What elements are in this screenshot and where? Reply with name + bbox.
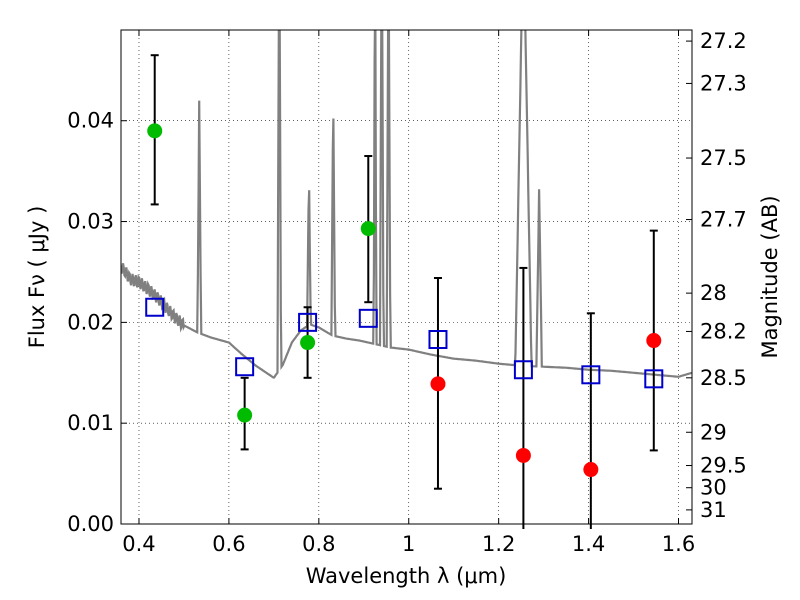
right-tick-label: 28.5 bbox=[700, 366, 747, 390]
observed-point bbox=[300, 335, 316, 351]
x-axis-label: Wavelength λ (μm) bbox=[306, 564, 507, 588]
plot-frame bbox=[120, 29, 693, 525]
y-axis-label: Flux Fν ( μJy ) bbox=[25, 206, 49, 349]
x-tick-label: 0.8 bbox=[302, 532, 335, 556]
x-tick-label: 1.4 bbox=[572, 532, 605, 556]
x-tick-label: 1.2 bbox=[482, 532, 515, 556]
model-point bbox=[644, 369, 664, 389]
x-axis: 0.4 0.6 0.8 1 1.2 1.4 1.6 bbox=[122, 30, 695, 556]
x-tick-label: 0.6 bbox=[212, 532, 245, 556]
model-point bbox=[235, 357, 255, 377]
right-tick-label: 29 bbox=[700, 420, 727, 444]
y-tick-label: 0.04 bbox=[67, 109, 114, 133]
right-tick-label: 29.5 bbox=[700, 454, 747, 478]
model-point bbox=[358, 308, 378, 328]
y-tick-label: 0.01 bbox=[67, 411, 114, 435]
right-tick-label: 28 bbox=[700, 281, 727, 305]
right-tick-label: 27.7 bbox=[700, 208, 747, 232]
right-tick-label: 30 bbox=[700, 476, 727, 500]
observed-point bbox=[583, 462, 599, 478]
right-tick-label: 31 bbox=[700, 498, 727, 522]
y-tick-label: 0.00 bbox=[67, 512, 114, 536]
right-axis-label: Magnitude (AB) bbox=[758, 195, 782, 358]
model-point bbox=[581, 365, 601, 385]
model-spectrum bbox=[121, 30, 692, 379]
x-tick-label: 1.6 bbox=[662, 532, 695, 556]
observed-point bbox=[430, 376, 446, 392]
right-tick-label: 27.5 bbox=[700, 146, 747, 170]
y-tick-label: 0.02 bbox=[67, 310, 114, 334]
model-photometry bbox=[145, 297, 664, 389]
observed-point bbox=[646, 333, 662, 349]
right-tick-label: 27.2 bbox=[700, 29, 747, 53]
plot-background bbox=[121, 30, 692, 524]
right-tick-label: 28.2 bbox=[700, 319, 747, 343]
observed-point bbox=[237, 407, 253, 423]
observed-point bbox=[515, 447, 531, 463]
observed-photometry bbox=[147, 123, 662, 478]
observed-point bbox=[147, 123, 163, 139]
observed-point bbox=[360, 221, 376, 237]
spectrum-line bbox=[121, 30, 692, 379]
right-tick-label: 27.3 bbox=[700, 71, 747, 95]
model-point bbox=[428, 330, 448, 350]
model-point bbox=[513, 360, 533, 380]
y-tick-label: 0.03 bbox=[67, 210, 114, 234]
y-axis: 0.00 0.01 0.02 0.03 0.04 bbox=[67, 109, 127, 536]
x-tick-label: 0.4 bbox=[122, 532, 155, 556]
x-tick-label: 1 bbox=[402, 532, 415, 556]
model-point bbox=[145, 297, 165, 317]
model-point bbox=[298, 312, 318, 332]
